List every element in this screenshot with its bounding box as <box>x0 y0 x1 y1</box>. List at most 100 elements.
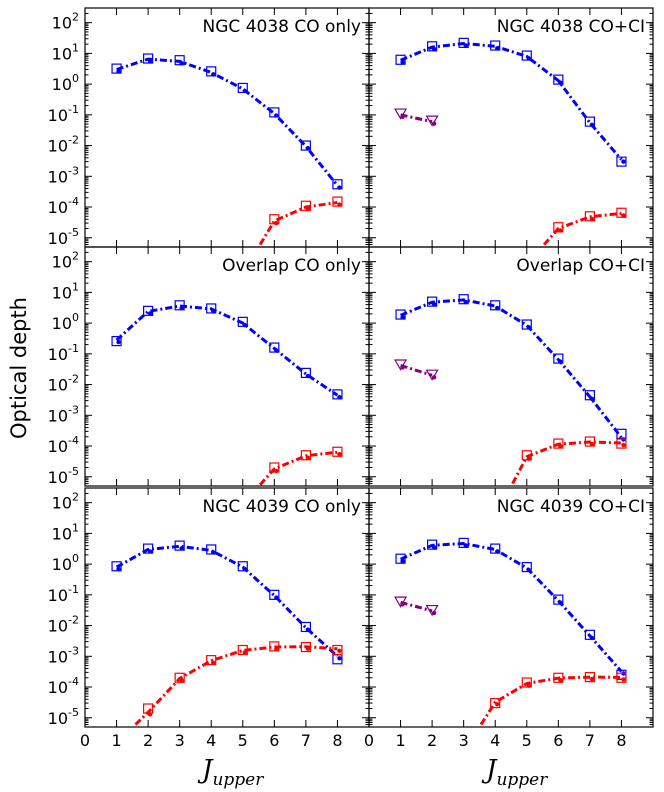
series-CI <box>394 108 439 127</box>
x-axis-label-right-sub: upper <box>496 770 548 790</box>
model-point <box>558 443 563 449</box>
data-point <box>584 672 595 683</box>
data-point <box>458 37 469 48</box>
model-point <box>463 543 468 548</box>
panel-title: NGC 4039 CO only <box>203 497 361 517</box>
panel-title: NGC 4038 CO only <box>203 17 361 37</box>
model-line <box>400 600 433 613</box>
data-point <box>427 41 438 52</box>
model-point <box>526 325 531 330</box>
data-point <box>490 543 501 554</box>
data-point <box>143 543 154 554</box>
x-tick-label: 6 <box>553 731 563 750</box>
model-line <box>399 541 623 673</box>
panel-frame <box>84 7 370 248</box>
model-point <box>589 216 595 222</box>
model-point <box>463 43 468 48</box>
x-axis-tick-labels: 0 1 2 3 4 5 6 7 8 0 1 2 3 4 5 6 7 8 <box>80 731 627 750</box>
data-point <box>394 108 408 120</box>
model-point <box>179 305 184 311</box>
model-point <box>400 558 405 564</box>
panel-5: NGC 4039 CO only <box>84 487 370 728</box>
model-point <box>274 220 279 226</box>
data-point <box>425 115 439 127</box>
data-point <box>237 561 248 572</box>
panels: NGC 4038 CO only NGC 4038 CO+CI Overlap CO… <box>84 7 654 728</box>
model-point <box>495 46 500 51</box>
y-tick-label: 10-3 <box>48 644 79 666</box>
y-tick-label: 101 <box>52 521 79 543</box>
series-CO <box>111 300 343 400</box>
model-line <box>116 57 339 187</box>
model-line <box>115 304 339 397</box>
data-point <box>584 629 595 640</box>
data-point <box>269 342 280 353</box>
y-tick-label: 101 <box>52 41 79 63</box>
data-point <box>111 63 122 74</box>
model-point <box>431 545 437 550</box>
x-tick-label: 2 <box>143 731 153 750</box>
y-tick-label: 10-3 <box>48 164 79 186</box>
y-tick-label: 100 <box>52 311 79 333</box>
panel-frame <box>368 246 654 487</box>
panel-frame <box>368 487 654 728</box>
y-tick-label: 10-2 <box>48 373 79 395</box>
x-axis-label-right-main: J <box>481 755 498 785</box>
model-point <box>621 442 626 448</box>
model-line <box>400 113 433 124</box>
data-point <box>521 450 532 461</box>
data-point <box>174 55 185 66</box>
data-point <box>395 553 406 564</box>
panel-1: NGC 4038 CO only <box>84 7 370 248</box>
model-point <box>274 595 279 600</box>
data-point <box>300 140 311 151</box>
data-point <box>553 438 564 449</box>
data-point <box>395 309 406 320</box>
series-CO <box>395 294 627 442</box>
y-tick-label: 10-5 <box>48 465 79 487</box>
panel-6: NGC 4039 CO+CI <box>368 487 654 728</box>
data-point <box>616 207 627 218</box>
x-tick-label: 6 <box>269 731 279 750</box>
panel-ticks <box>368 8 654 247</box>
data-point <box>174 540 185 551</box>
x-tick-label: 0 <box>80 731 90 750</box>
data-point <box>332 196 343 207</box>
series-CO <box>395 537 627 680</box>
panel-title: Overlap CO only <box>222 256 361 276</box>
data-point <box>111 561 122 572</box>
data-point <box>332 179 343 190</box>
data-point <box>616 428 627 439</box>
data-point <box>111 335 122 347</box>
series-13CO <box>258 196 343 246</box>
model-point <box>621 213 626 218</box>
y-tick-label: 100 <box>52 552 79 574</box>
data-point <box>237 82 248 94</box>
data-point <box>490 300 501 311</box>
data-point <box>300 367 311 378</box>
model-line <box>400 298 623 439</box>
x-tick-label: 3 <box>459 731 469 750</box>
data-point <box>332 389 343 400</box>
panel-ticks <box>84 488 370 727</box>
data-point <box>521 561 532 573</box>
model-point <box>558 677 563 683</box>
data-point <box>490 40 501 51</box>
y-axis-tick-labels: 10-510-410-310-210-110010110210-510-410-… <box>48 11 79 728</box>
data-point <box>616 672 627 683</box>
data-point <box>616 438 627 449</box>
data-point <box>427 539 438 550</box>
model-point <box>274 646 279 652</box>
model-point <box>621 159 626 164</box>
model-point <box>495 702 500 707</box>
data-point <box>425 369 439 381</box>
series-13CO <box>134 641 343 726</box>
x-axis-label-left-sub: upper <box>212 770 264 790</box>
series-CI <box>394 359 439 381</box>
data-point <box>269 641 280 652</box>
model-point <box>179 678 184 683</box>
model-point <box>431 301 437 307</box>
data-point <box>394 596 408 608</box>
y-tick-label: 102 <box>52 491 79 513</box>
